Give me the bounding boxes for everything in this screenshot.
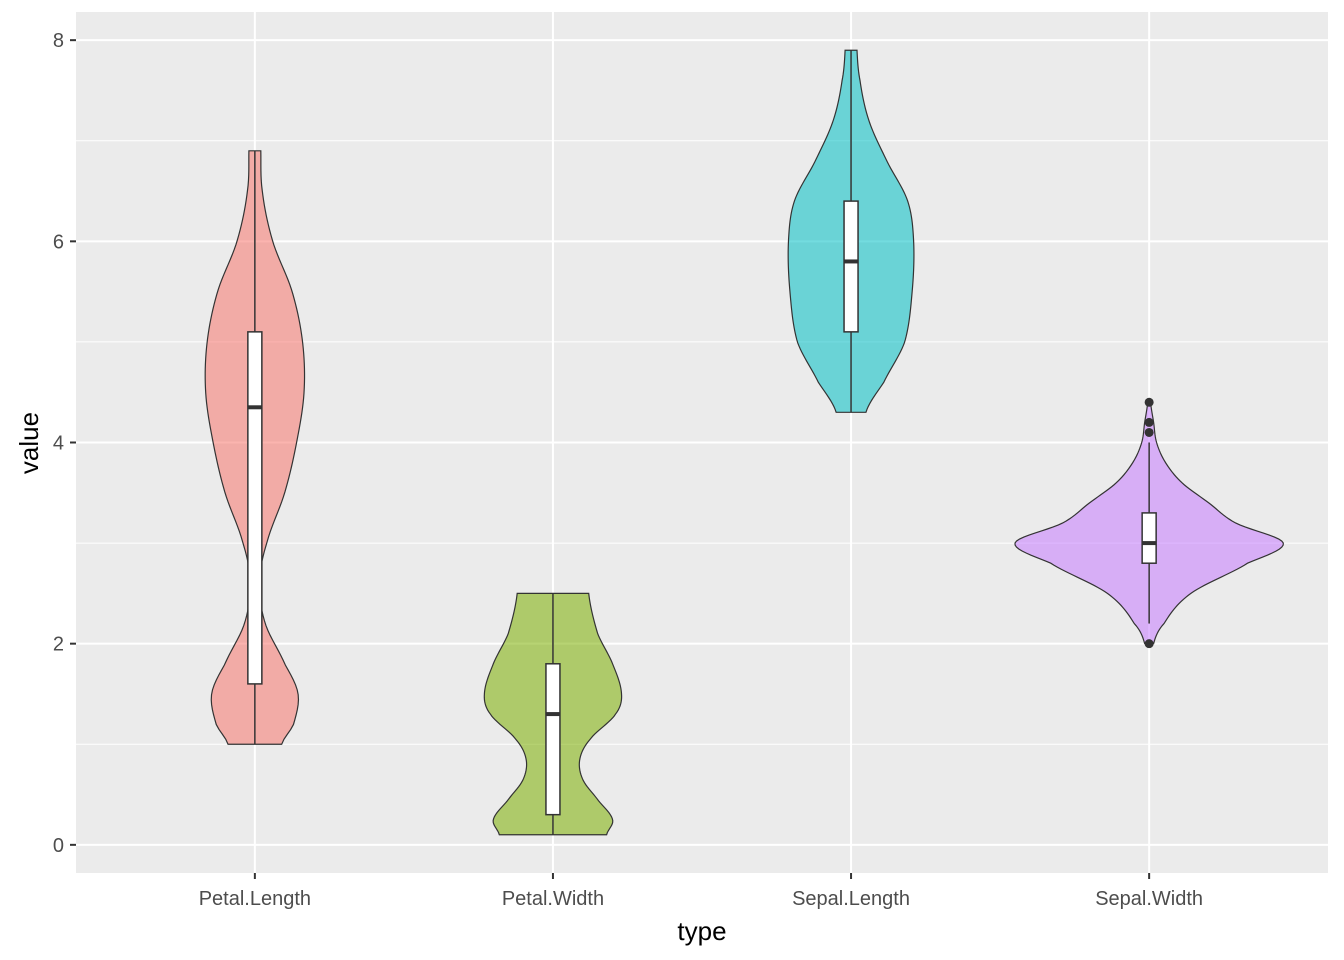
outlier-point <box>1144 427 1154 437</box>
box-iqr <box>545 663 561 816</box>
outlier-point <box>1144 397 1154 407</box>
outlier-point <box>1144 417 1154 427</box>
y-tick-label: 2 <box>53 634 64 656</box>
y-tick-label: 4 <box>53 433 64 455</box>
box-iqr <box>247 331 263 685</box>
x-tick-label: Sepal.Width <box>1095 888 1203 910</box>
y-tick-label: 0 <box>53 835 64 857</box>
boxplot-layer <box>247 50 1157 835</box>
x-axis-title: type <box>677 916 726 946</box>
y-axis-title: value <box>14 412 44 474</box>
outlier-point <box>1144 639 1154 649</box>
y-tick-label: 6 <box>53 231 64 253</box>
x-tick-label: Petal.Length <box>199 888 311 910</box>
box-iqr <box>843 200 859 333</box>
y-tick-label: 8 <box>53 30 64 52</box>
y-axis: 0 2 4 6 8 <box>53 30 76 857</box>
box-iqr <box>1141 512 1157 564</box>
x-axis: Petal.Length Petal.Width Sepal.Length Sepal… <box>199 873 1203 910</box>
x-tick-label: Petal.Width <box>502 888 604 910</box>
x-tick-label: Sepal.Length <box>792 888 910 910</box>
